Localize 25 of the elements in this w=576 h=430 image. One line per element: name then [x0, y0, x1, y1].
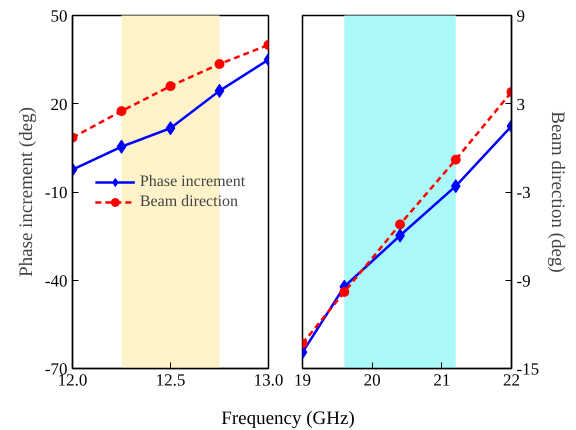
x-tick-label: 12.5	[156, 370, 186, 390]
x-tick-label: 20	[364, 370, 381, 390]
y-axis-title: Phase increment (deg)	[16, 107, 37, 277]
y2-tick-label: -9	[516, 271, 531, 290]
x-tick-label: 22	[503, 370, 520, 390]
y-tick-label: -10	[44, 183, 68, 202]
y2-tick-label: -3	[516, 183, 531, 202]
y-tick-label: 50	[50, 6, 68, 26]
point	[395, 219, 406, 230]
y2-axis-title: Beam direction (deg)	[547, 111, 568, 273]
point	[166, 81, 176, 92]
legend-label: Phase increment	[140, 172, 246, 190]
x-tick-label: 19	[294, 370, 311, 390]
x-axis-title: Frequency (GHz)	[221, 407, 355, 430]
legend-label: Beam direction	[140, 192, 238, 210]
point	[450, 154, 461, 165]
point	[450, 179, 461, 194]
y2-tick-label: 9	[516, 6, 525, 26]
x-tick-label: 21	[433, 370, 450, 390]
y-tick-label: 20	[50, 94, 68, 114]
y-tick-label: -40	[44, 271, 68, 290]
x-tick-label: 13.0	[254, 370, 284, 390]
point	[116, 106, 126, 116]
y2-tick-label: 3	[516, 94, 525, 114]
point	[214, 59, 224, 70]
